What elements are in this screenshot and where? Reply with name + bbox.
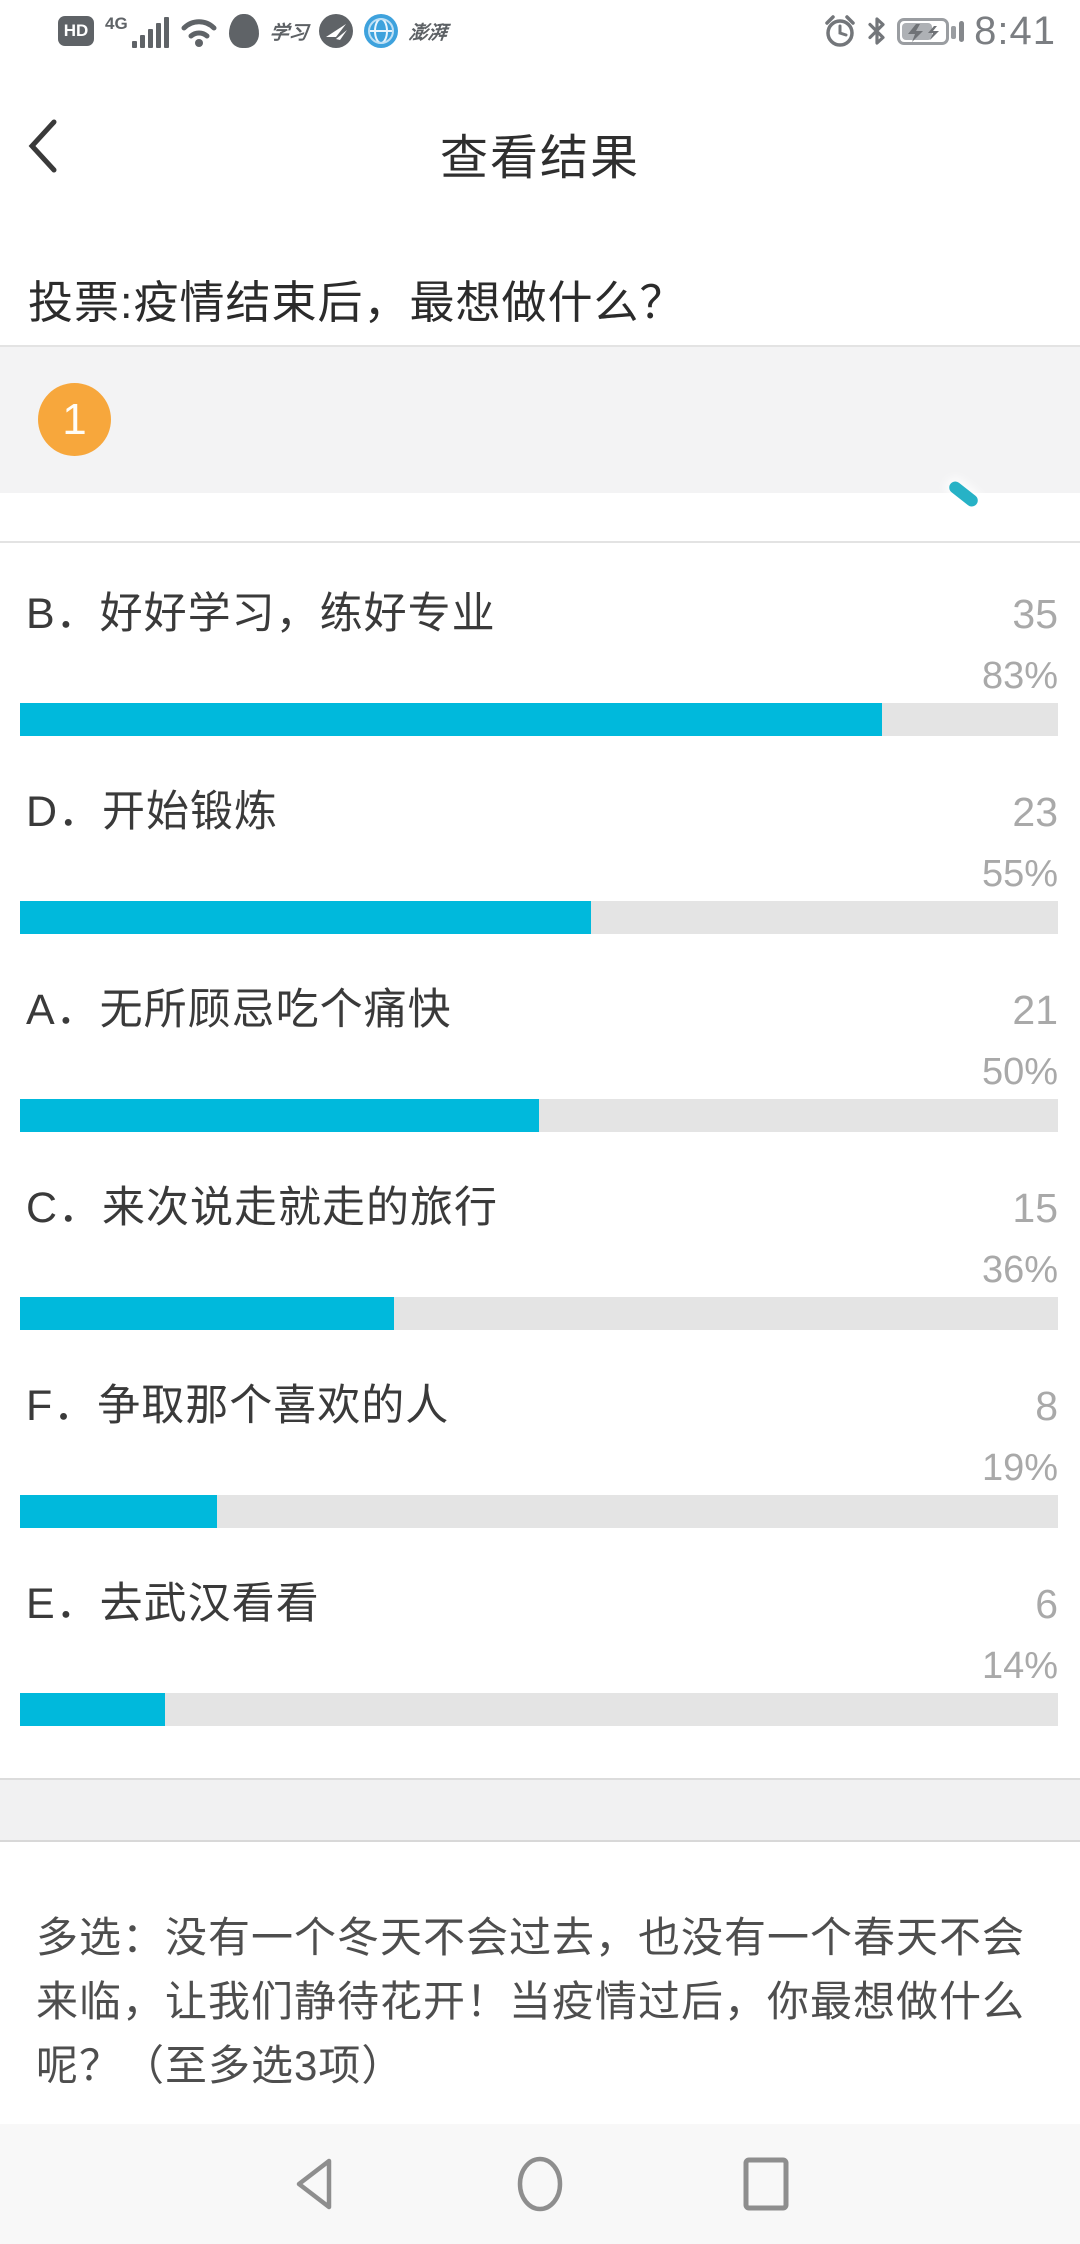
result-bar-fill [20,703,882,736]
signal-bar-icon [147,29,153,48]
back-chevron-icon [28,119,57,173]
poll-question-description: 多选：没有一个冬天不会过去，也没有一个春天不会来临，让我们静待花开！当疫情过后，… [36,1914,1026,2089]
nav-back-triangle-icon [296,2158,332,2210]
option-label: B．好好学习，练好专业 [26,590,496,638]
back-button[interactable] [22,116,66,176]
wing-notification-icon [318,14,353,48]
result-bar-fill [20,1495,218,1528]
result-bar-fill [20,1693,166,1726]
signal-bar-icon [139,35,145,48]
option-vote-count: 8 [1035,1383,1058,1429]
hd-icon: HD [58,16,94,46]
clock-time: 8:41 [974,8,1056,53]
nav-home-button[interactable] [511,2153,569,2215]
option-percent: 36% [981,1249,1058,1291]
globe-notification-icon [363,14,398,48]
result-bar-track [20,703,1058,736]
option-percent: 19% [981,1447,1058,1489]
option-percent: 55% [981,853,1058,895]
result-bar-track [20,1495,1058,1528]
section-separator [0,1778,1080,1842]
result-bar-track [20,1693,1058,1726]
option-vote-count: 21 [1012,987,1058,1033]
pengpai-news-icon: 澎湃 [407,22,448,44]
battery-level-pill [959,20,965,42]
signal-strength-icon: 4G [105,14,169,48]
option-label: F．争取那个喜欢的人 [26,1382,450,1430]
result-row: F．争取那个喜欢的人 8 19% [0,1335,1080,1533]
nav-back-button[interactable] [285,2153,343,2215]
wifi-icon [181,19,217,47]
option-label: A．无所顾忌吃个痛快 [26,986,452,1034]
result-bar-track [20,901,1058,934]
option-percent: 50% [981,1051,1058,1093]
nav-recents-square-icon [743,2157,789,2211]
nav-home-circle-icon [517,2156,563,2212]
option-percent: 83% [981,655,1058,697]
divider [0,345,1080,347]
battery-charging-icon [897,17,957,45]
bluetooth-icon [868,17,885,45]
option-vote-count: 23 [1012,789,1058,835]
result-bar-fill [20,901,591,934]
result-row: A．无所顾忌吃个痛快 21 50% [0,939,1080,1137]
option-label: D．开始锻炼 [26,788,279,836]
qq-notification-icon [228,14,259,48]
result-bar-fill [20,1099,539,1132]
poll-title: 投票:疫情结束后，最想做什么？ [28,277,686,328]
android-nav-bar [0,2124,1080,2244]
network-type-label: 4G [105,14,128,33]
question-section-header: 1 [0,347,1080,493]
status-icons-right: 8:41 [823,9,1056,54]
poll-results-list: B．好好学习，练好专业 35 83% D．开始锻炼 23 55% A．无所顾忌吃… [0,543,1080,1731]
question-number-badge: 1 [38,383,111,456]
result-row: D．开始锻炼 23 55% [0,741,1080,939]
option-percent: 14% [981,1645,1058,1687]
option-vote-count: 15 [1012,1185,1058,1231]
page-title: 查看结果 [439,132,640,185]
status-bar: HD 4G 学习 澎湃 [0,0,1080,58]
signal-bar-icon [155,23,161,48]
divider [0,541,1080,543]
result-row: B．好好学习，练好专业 35 83% [0,543,1080,741]
study-app-icon: 学习 [268,22,309,44]
nav-recents-button[interactable] [737,2153,795,2215]
option-vote-count: 6 [1035,1581,1058,1627]
signal-bar-icon [131,41,137,48]
signal-bar-icon [163,17,169,48]
result-bar-track [20,1099,1058,1132]
result-bar-track [20,1297,1058,1330]
result-bar-fill [20,1297,394,1330]
result-row: C．来次说走就走的旅行 15 36% [0,1137,1080,1335]
option-label: E．去武汉看看 [26,1580,320,1628]
status-icons-left: HD 4G 学习 澎湃 [58,14,448,48]
option-label: C．来次说走就走的旅行 [26,1184,499,1232]
option-vote-count: 35 [1012,591,1058,637]
result-row: E．去武汉看看 6 14% [0,1533,1080,1731]
alarm-icon [825,15,855,47]
